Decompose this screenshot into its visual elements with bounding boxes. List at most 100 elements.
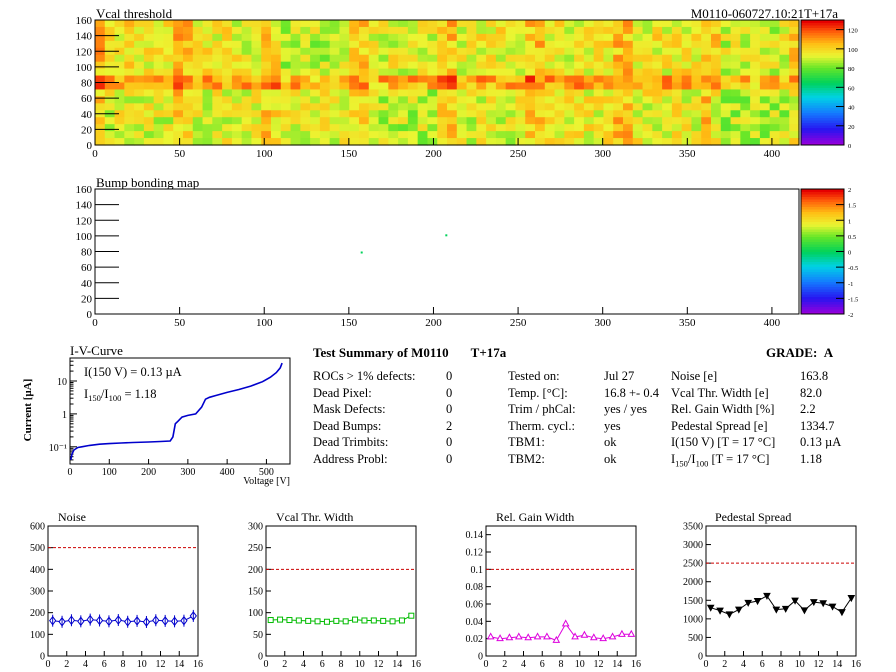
y-tick-label: 40 [81, 109, 93, 121]
heatmap-cell [143, 117, 155, 125]
heatmap-cell [349, 26, 360, 35]
heatmap-cell [642, 20, 653, 28]
heatmap-cell [173, 40, 184, 49]
x-tick-label: 0 [92, 317, 98, 329]
heatmap-cell [681, 103, 693, 111]
heatmap-cell [574, 26, 585, 35]
heatmap-cell [212, 103, 223, 111]
palette-band [801, 122, 844, 126]
heatmap-cell [153, 33, 165, 42]
palette-band [801, 204, 844, 207]
heatmap-cell [290, 89, 301, 97]
heatmap-cell [681, 61, 693, 70]
heatmap-cell [300, 131, 311, 139]
heatmap-cell [759, 40, 771, 49]
heatmap-cell [388, 103, 399, 111]
heatmap-cell [554, 103, 565, 111]
heatmap-cell [779, 26, 790, 35]
palette-band [801, 231, 844, 235]
heatmap-cell [456, 138, 468, 146]
heatmap-cell [368, 20, 380, 28]
heatmap-cell [544, 54, 556, 63]
heatmap-cell [359, 110, 370, 118]
y-tick-label: 120 [76, 46, 93, 58]
heatmap-cell [652, 75, 663, 84]
heatmap-cell [681, 96, 693, 104]
plot-y-tick-label: 0.12 [466, 548, 484, 559]
heatmap-cell [339, 40, 350, 49]
heatmap-cell [593, 61, 605, 70]
plot-x-tick-label: 2 [64, 659, 69, 670]
heatmap-cell [789, 61, 800, 70]
plot-y-tick-label: 0.08 [466, 582, 484, 593]
heatmap-cell [632, 40, 644, 49]
heatmap-cell [456, 47, 468, 56]
palette-band [801, 67, 844, 71]
heatmap-cell [623, 103, 634, 111]
palette-band [801, 244, 844, 247]
heatmap-cell [779, 103, 790, 111]
heatmap-cell [515, 20, 526, 28]
heatmap-cell [241, 75, 253, 84]
palette-band [801, 291, 844, 295]
heatmap-cell [241, 124, 253, 132]
palette-tick-label: 20 [848, 124, 855, 131]
heatmap-cell [271, 138, 282, 146]
heatmap-cell [192, 103, 204, 111]
heatmap-cell [212, 40, 223, 49]
heatmap-cell [642, 89, 653, 97]
heatmap-cell [407, 110, 419, 118]
heatmap-cell [779, 89, 790, 97]
heatmap-cell [691, 75, 702, 84]
heatmap-cell [711, 54, 722, 63]
plot-x-tick-label: 4 [521, 659, 526, 670]
x-tick-label: 250 [510, 317, 527, 329]
heatmap-cell [515, 26, 526, 35]
result-value: 2.2 [800, 402, 816, 416]
heatmap-cell [613, 110, 624, 118]
heatmap-cell [143, 61, 155, 70]
heatmap-cell [701, 33, 712, 42]
heatmap-cell [466, 61, 477, 70]
x-tick-label: 200 [425, 317, 442, 329]
heatmap-cell [554, 68, 565, 77]
heatmap-cell [280, 47, 292, 56]
heatmap-cell [769, 96, 781, 104]
heatmap-cell [603, 33, 614, 42]
heatmap-cell [574, 89, 585, 97]
heatmap-cell [359, 103, 370, 111]
heatmap-cell [730, 40, 741, 49]
heatmap-cell [153, 124, 165, 132]
heatmap-cell [613, 103, 624, 111]
heatmap-cell [231, 20, 243, 28]
heatmap-cell [466, 82, 477, 91]
palette-band [801, 254, 844, 257]
heatmap-cell [505, 82, 517, 91]
iv-x-tick-label: 500 [259, 467, 274, 478]
palette-band [801, 27, 844, 31]
heatmap-cell [476, 89, 487, 97]
plot-y-tick-label: 0 [478, 652, 483, 663]
heatmap-cell [134, 61, 145, 70]
heatmap-cell [378, 75, 389, 84]
plot-y-tick-label: 200 [30, 608, 45, 619]
heatmap-cell [642, 124, 653, 132]
heatmap-cell [388, 131, 399, 139]
palette-tick-label: -1 [848, 281, 853, 288]
heatmap-cell [300, 96, 311, 104]
heatmap-cell [359, 89, 370, 97]
heatmap-cell [740, 89, 751, 97]
palette-tick-label: -1.5 [848, 296, 858, 303]
heatmap-cell [134, 110, 145, 118]
heatmap-cell [310, 103, 321, 111]
heatmap-cell [544, 26, 556, 35]
heatmap-cell [554, 47, 565, 56]
heatmap-cell [535, 131, 546, 139]
heatmap-cell [671, 54, 683, 63]
heatmap-cell [730, 110, 741, 118]
heatmap-cell [329, 47, 341, 56]
heatmap-cell [750, 110, 761, 118]
palette-band [801, 55, 844, 58]
heatmap-cell [290, 110, 301, 118]
palette-band [801, 130, 844, 133]
